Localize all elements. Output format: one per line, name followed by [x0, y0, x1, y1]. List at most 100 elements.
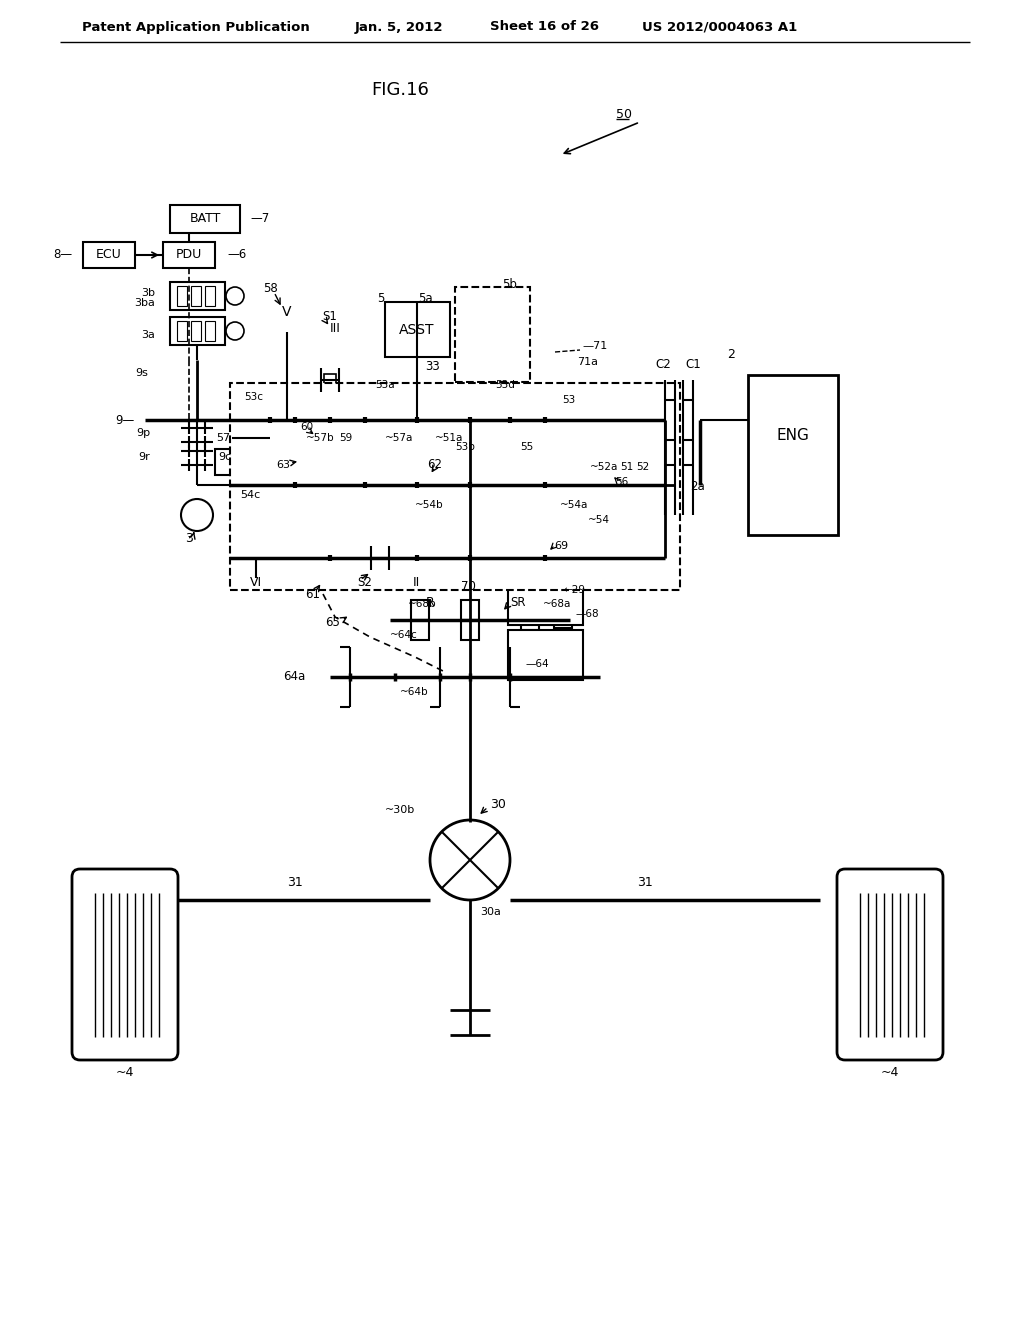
Text: ~64c: ~64c: [390, 630, 418, 640]
Bar: [163, 242, 215, 268]
Text: Jan. 5, 2012: Jan. 5, 2012: [355, 21, 443, 33]
Text: III: III: [330, 322, 340, 334]
Text: ~68b: ~68b: [408, 599, 436, 609]
Bar: [170, 282, 225, 310]
Text: US 2012/0004063 A1: US 2012/0004063 A1: [642, 21, 798, 33]
Text: 3: 3: [185, 532, 193, 544]
Text: 53a: 53a: [375, 380, 394, 389]
Text: ECU: ECU: [96, 248, 122, 261]
Bar: [83, 242, 135, 268]
Bar: [321, 558, 339, 579]
Text: Patent Application Publication: Patent Application Publication: [82, 21, 309, 33]
Bar: [385, 302, 450, 356]
Text: C1: C1: [685, 359, 700, 371]
Text: 62: 62: [427, 458, 442, 470]
Bar: [508, 630, 583, 680]
Bar: [603, 467, 617, 484]
Text: ←29: ←29: [563, 585, 585, 595]
Text: 60: 60: [300, 422, 313, 432]
Text: 2a: 2a: [690, 480, 705, 494]
Bar: [633, 484, 647, 503]
FancyBboxPatch shape: [837, 869, 943, 1060]
Text: 9c: 9c: [218, 451, 231, 462]
Bar: [356, 484, 374, 507]
Bar: [748, 375, 838, 535]
Text: II: II: [413, 576, 420, 589]
Text: 9—: 9—: [115, 413, 134, 426]
Bar: [237, 465, 257, 484]
Bar: [215, 449, 250, 475]
Text: 70: 70: [461, 581, 475, 594]
Text: S2: S2: [357, 576, 372, 589]
Text: S1: S1: [322, 310, 337, 323]
Bar: [521, 586, 539, 609]
Text: ~68a: ~68a: [543, 599, 571, 609]
Bar: [554, 587, 572, 609]
Text: 61: 61: [305, 587, 321, 601]
Text: R: R: [426, 595, 434, 609]
Text: 3b: 3b: [141, 288, 155, 298]
Bar: [286, 399, 304, 420]
Text: 5: 5: [377, 292, 384, 305]
Bar: [265, 458, 410, 512]
Bar: [411, 601, 429, 620]
Bar: [508, 570, 583, 624]
Bar: [177, 321, 187, 341]
Text: 53c: 53c: [244, 392, 263, 403]
Circle shape: [226, 286, 244, 305]
Bar: [501, 399, 519, 420]
Text: 3a: 3a: [141, 330, 155, 341]
Bar: [521, 536, 539, 558]
Text: 33: 33: [426, 359, 440, 372]
Bar: [205, 321, 215, 341]
Text: 55: 55: [520, 442, 534, 451]
Text: 8—: 8—: [53, 248, 72, 261]
Text: 30: 30: [490, 799, 506, 812]
Text: 2: 2: [727, 348, 735, 362]
Text: —71: —71: [582, 341, 607, 351]
Bar: [265, 393, 410, 447]
Bar: [374, 552, 386, 564]
Bar: [411, 620, 429, 640]
Text: 59: 59: [339, 433, 352, 444]
Text: 31: 31: [637, 876, 653, 890]
Bar: [356, 420, 374, 442]
Bar: [255, 474, 275, 494]
Bar: [536, 536, 554, 558]
Text: —7: —7: [250, 213, 269, 226]
Text: VI: VI: [250, 576, 262, 589]
Text: 3ba: 3ba: [134, 298, 155, 308]
Bar: [255, 498, 275, 517]
Bar: [321, 536, 339, 558]
Text: ENG: ENG: [776, 428, 809, 442]
Text: 5a: 5a: [418, 292, 432, 305]
Text: 53: 53: [562, 395, 575, 405]
Bar: [324, 374, 336, 385]
Text: 53d: 53d: [495, 380, 515, 389]
Bar: [408, 484, 426, 507]
Bar: [461, 399, 479, 420]
Text: ~64b: ~64b: [400, 686, 429, 697]
Text: FIG.16: FIG.16: [371, 81, 429, 99]
Bar: [521, 609, 539, 630]
Bar: [461, 601, 479, 620]
Bar: [536, 420, 554, 442]
Text: BATT: BATT: [189, 213, 221, 226]
Text: ~57b: ~57b: [306, 433, 335, 444]
Bar: [205, 286, 215, 306]
Bar: [461, 558, 479, 579]
Text: V: V: [283, 305, 292, 319]
Text: C2: C2: [655, 359, 671, 371]
Bar: [501, 420, 519, 442]
Text: 64a: 64a: [283, 671, 305, 684]
Text: 9r: 9r: [138, 451, 150, 462]
Text: ~57a: ~57a: [385, 433, 414, 444]
Text: 50: 50: [616, 108, 632, 121]
Text: 63: 63: [276, 459, 290, 470]
Bar: [461, 420, 479, 442]
Text: ~54a: ~54a: [560, 500, 589, 510]
Text: ~54: ~54: [588, 515, 610, 525]
Text: ~4: ~4: [116, 1065, 134, 1078]
Bar: [191, 321, 201, 341]
Bar: [177, 286, 187, 306]
